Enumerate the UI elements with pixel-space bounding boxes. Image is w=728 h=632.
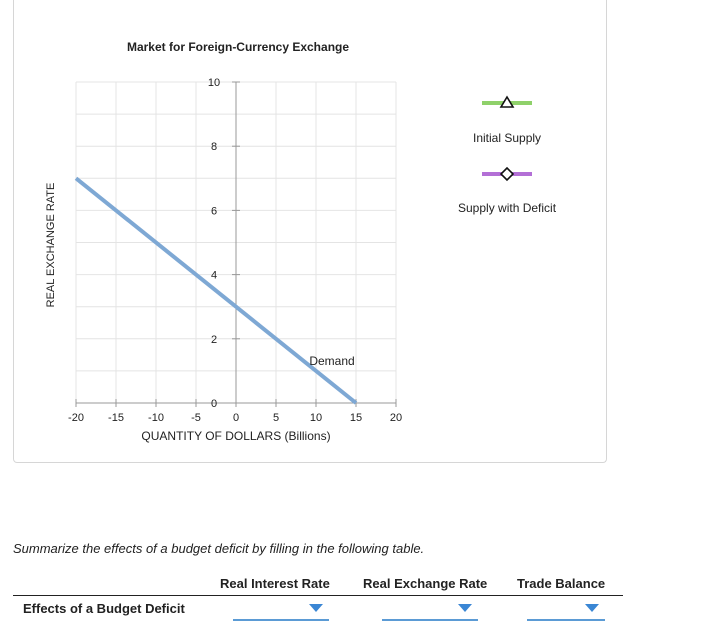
y-tick-label: 8 [211,141,217,153]
legend-initial-supply[interactable] [480,94,534,112]
x-axis-label: QUANTITY OF DOLLARS (Billions) [141,429,330,443]
legend-label-supply-with-deficit: Supply with Deficit [458,201,557,215]
table-header-divider [13,595,623,596]
x-tick-label: 20 [390,412,402,424]
y-tick-label: 6 [211,205,217,217]
row-label-effects: Effects of a Budget Deficit [23,601,185,616]
dropdown-trade-balance[interactable] [527,601,605,621]
x-tick-label: -15 [108,412,124,424]
chart: -20 -15 -10 -5 0 5 10 15 20 0 2 4 6 8 10 Demand Market… [45,40,402,443]
chart-series[interactable]: Demand [74,176,358,405]
legend-supply-with-deficit[interactable] [480,165,534,183]
x-tick-label: 5 [273,412,279,424]
y-tick-label: 0 [211,398,217,410]
x-tick-label: 10 [310,412,322,424]
dropdown-arrow-icon [309,604,323,612]
graph-panel [13,0,607,463]
x-tick-label: 15 [350,412,362,424]
triangle-marker-icon [482,95,532,108]
column-header-trade-balance: Trade Balance [517,576,606,591]
dropdown-real-exchange-rate[interactable] [382,601,478,621]
x-tick-label: -20 [68,412,84,424]
x-tick-label: 0 [233,412,239,424]
demand-curve[interactable] [74,176,358,405]
y-axis-label: REAL EXCHANGE RATE [45,183,57,308]
chart-axes: -20 -15 -10 -5 0 5 10 15 20 0 2 4 6 8 10 [68,77,402,424]
dropdown-real-interest-rate[interactable] [233,601,329,621]
y-tick-label: 4 [211,270,217,282]
instructions-text: Summarize the effects of a budget defici… [13,541,425,556]
legend-label-initial-supply: Initial Supply [473,131,542,145]
dropdown-arrow-icon [585,604,599,612]
y-tick-label: 2 [211,334,217,346]
diamond-marker-icon [482,166,532,182]
demand-curve-label: Demand [309,354,354,368]
x-tick-label: -10 [148,412,164,424]
column-header-real-interest-rate: Real Interest Rate [220,576,330,591]
x-tick-label: -5 [191,412,201,424]
column-header-real-exchange-rate: Real Exchange Rate [363,576,488,591]
y-tick-label: 10 [208,77,220,89]
dropdown-arrow-icon [458,604,472,612]
chart-title: Market for Foreign-Currency Exchange [127,40,349,54]
